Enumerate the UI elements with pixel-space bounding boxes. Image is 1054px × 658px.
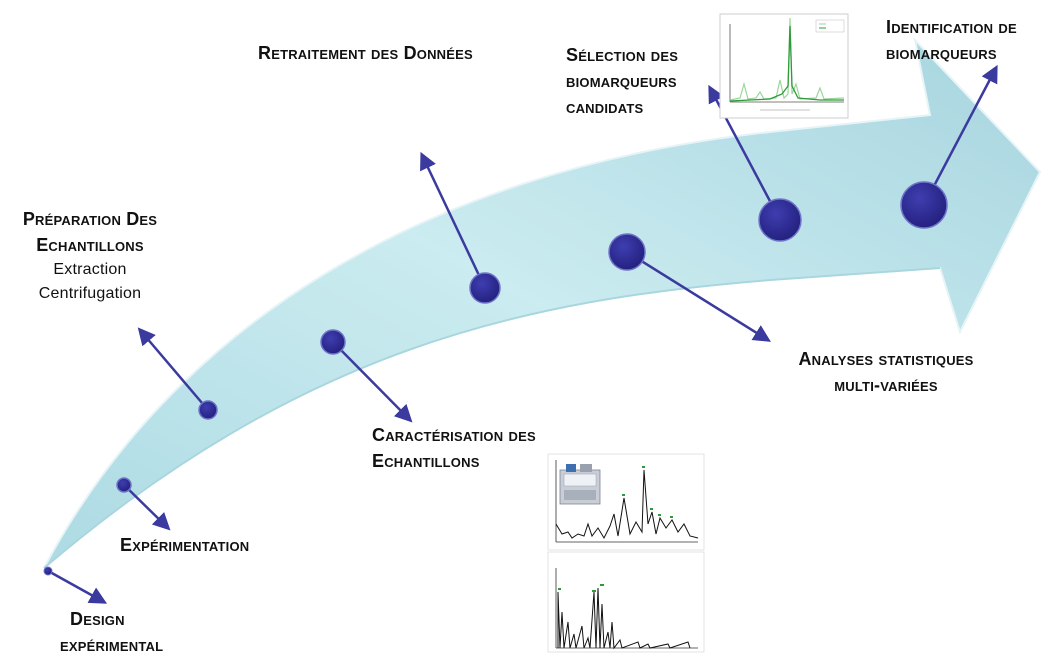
design-line2: expérimental	[60, 635, 164, 655]
nodes	[43, 181, 948, 576]
connector-retraitement	[420, 151, 487, 289]
connectors	[49, 64, 998, 604]
analyses-line1: Analyses statistiques	[798, 349, 974, 369]
preparation-sub2: Centrifugation	[38, 285, 142, 302]
node-experimentation	[116, 477, 132, 493]
design-line1: Design	[70, 609, 125, 629]
preparation-line1: Préparation Des	[22, 209, 158, 229]
instrument-icon	[559, 464, 601, 505]
identification-line2: biomarqueurs	[886, 43, 997, 63]
connector-experimentation	[123, 484, 171, 531]
label-experimentation: Expérimentation	[120, 535, 250, 555]
selection-line1: Sélection des	[566, 45, 679, 65]
node-retraitement	[469, 272, 501, 304]
preparation-line2: Echantillons	[36, 235, 144, 255]
connector-analyses	[626, 250, 771, 342]
connector-caracterisation	[332, 341, 413, 423]
label-analyses: Analyses statistiques multi-variées	[768, 346, 1004, 398]
preparation-sub1: Extraction	[53, 261, 127, 278]
label-selection: Sélection des biomarqueurs candidats	[566, 42, 678, 120]
identification-line1: Identification de	[886, 17, 1017, 37]
timeline-arrow	[43, 36, 1042, 569]
spectrum-thumbnail	[547, 453, 705, 551]
node-identification	[900, 181, 948, 229]
caracterisation-line1: Caractérisation des	[372, 425, 536, 445]
node-caracterisation	[320, 329, 346, 355]
connector-design	[49, 570, 108, 604]
analyses-line2: multi-variées	[834, 375, 938, 395]
node-preparation	[198, 400, 218, 420]
selection-line2: biomarqueurs	[566, 71, 677, 91]
label-preparation: Préparation Des Echantillons Extraction …	[16, 206, 164, 306]
node-design	[43, 566, 53, 576]
label-identification: Identification de biomarqueurs	[886, 14, 1017, 66]
chromatogram-thumbnail	[719, 13, 849, 119]
selection-line3: candidats	[566, 97, 644, 117]
label-retraitement: Retraitement des Données	[258, 43, 473, 63]
caracterisation-line2: Echantillons	[372, 451, 480, 471]
label-caracterisation: Caractérisation des Echantillons	[372, 422, 536, 474]
node-selection	[758, 198, 802, 242]
spectrum-thumbnail-2	[547, 551, 705, 653]
connector-identification	[922, 64, 998, 206]
node-analyses	[608, 233, 646, 271]
label-design: Design expérimental	[60, 606, 163, 658]
connector-preparation	[137, 327, 209, 411]
